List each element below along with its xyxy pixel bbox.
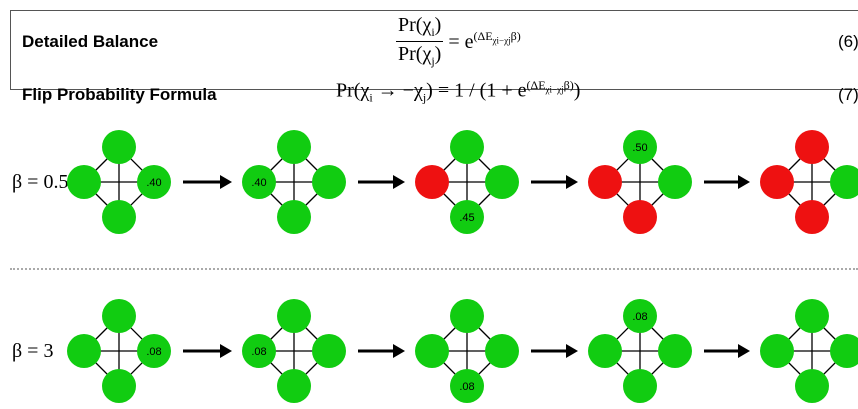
probability-label: .50 [632,142,647,154]
beta-label-row-2: β = 3 [12,340,54,362]
spin-node-right [485,165,519,199]
formula-box [10,10,858,90]
probability-label: .08 [251,346,266,358]
flip-probability-equation: Pr(χi → −χj) = 1 / (1 + e(ΔEχi−χjβ)) [336,78,581,105]
arrow-head [738,175,750,189]
probability-label: .40 [146,177,161,189]
arrow-head [393,344,405,358]
spin-node-right [830,334,858,368]
probability-label: .08 [632,311,647,323]
equation-number-7: (7) [838,85,858,104]
spin-node-right [137,165,171,199]
spin-node-top [795,299,829,333]
probability-label: .40 [251,177,266,189]
flip-probability-label: Flip Probability Formula [22,85,217,104]
arrow-head [738,344,750,358]
probability-label: .08 [459,381,474,393]
spin-node-right [830,165,858,199]
equation-number-6: (6) [838,32,858,51]
probability-label: .45 [459,212,474,224]
spin-node-top [795,130,829,164]
spin-node-top [102,299,136,333]
detailed-balance-label: Detailed Balance [22,32,159,51]
spin-node-left [415,334,449,368]
spin-node-bottom [450,200,484,234]
spin-node-right [312,165,346,199]
spin-node-left [242,165,276,199]
probability-ratio: Pr(χi) Pr(χj) [396,14,444,68]
spin-node-bottom [623,369,657,403]
spin-node-bottom [795,369,829,403]
arrow-head [393,175,405,189]
spin-node-bottom [277,369,311,403]
spin-node-left [242,334,276,368]
spin-node-bottom [450,369,484,403]
arrow-head [566,344,578,358]
spin-node-top [102,130,136,164]
spin-node-left [67,165,101,199]
spin-node-bottom [623,200,657,234]
probability-label: .08 [146,346,161,358]
arrow-head [220,175,232,189]
beta-label-row-1: β = 0.5 [12,171,69,193]
spin-node-top [277,299,311,333]
spin-node-bottom [277,200,311,234]
spin-node-right [485,334,519,368]
spin-node-bottom [102,200,136,234]
row-divider [10,268,858,270]
detailed-balance-equation: Pr(χi) Pr(χj) = e(ΔEχi−χjβ) [396,14,521,68]
spin-node-left [67,334,101,368]
spin-node-right [658,165,692,199]
spin-node-top [450,299,484,333]
spin-node-top [450,130,484,164]
spin-node-bottom [102,369,136,403]
spin-node-left [760,165,794,199]
arrow-head [220,344,232,358]
spin-node-top [623,299,657,333]
spin-node-right [658,334,692,368]
spin-node-left [588,165,622,199]
spin-node-left [760,334,794,368]
spin-node-right [137,334,171,368]
spin-node-bottom [795,200,829,234]
spin-node-top [277,130,311,164]
arrow-head [566,175,578,189]
spin-node-top [623,130,657,164]
spin-node-left [588,334,622,368]
spin-node-left [415,165,449,199]
spin-node-right [312,334,346,368]
